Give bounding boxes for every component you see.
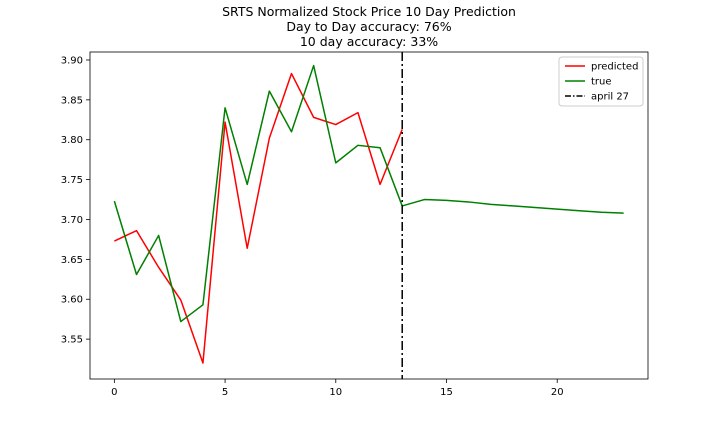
y-tick-label: 3.90	[61, 55, 83, 66]
title-line-1: SRTS Normalized Stock Price 10 Day Predi…	[222, 4, 516, 19]
legend-label: true	[591, 77, 612, 88]
legend-box	[558, 56, 644, 107]
title-line-2: Day to Day accuracy: 76%	[286, 19, 451, 34]
y-tick-label: 3.75	[61, 175, 83, 186]
x-tick-label: 5	[222, 387, 228, 398]
x-tick-label: 15	[440, 387, 453, 398]
axes-frame	[89, 51, 649, 380]
legend-label: april 27	[591, 92, 629, 103]
legend-label: predicted	[591, 62, 638, 73]
y-tick-label: 3.80	[61, 135, 83, 146]
x-tick-label: 0	[111, 387, 117, 398]
x-axis: 0 5 10 15 20	[111, 379, 564, 398]
series-line-predicted	[114, 72, 403, 364]
y-tick-label: 3.55	[61, 335, 83, 346]
chart-title: SRTS Normalized Stock Price 10 Day Predi…	[222, 4, 516, 49]
series-line-true	[113, 64, 624, 323]
y-tick-label: 3.60	[61, 295, 83, 306]
legend: predicted true april 27	[558, 56, 644, 107]
title-line-3: 10 day accuracy: 33%	[300, 34, 438, 49]
y-tick-label: 3.85	[61, 95, 83, 106]
x-tick-label: 10	[329, 387, 342, 398]
y-tick-label: 3.70	[61, 215, 83, 226]
plot-area	[113, 52, 624, 379]
y-axis: 3.55 3.60 3.65 3.70 3.75 3.80 3.85 3.90	[61, 55, 90, 346]
x-tick-label: 20	[551, 387, 564, 398]
y-tick-label: 3.65	[61, 255, 83, 266]
